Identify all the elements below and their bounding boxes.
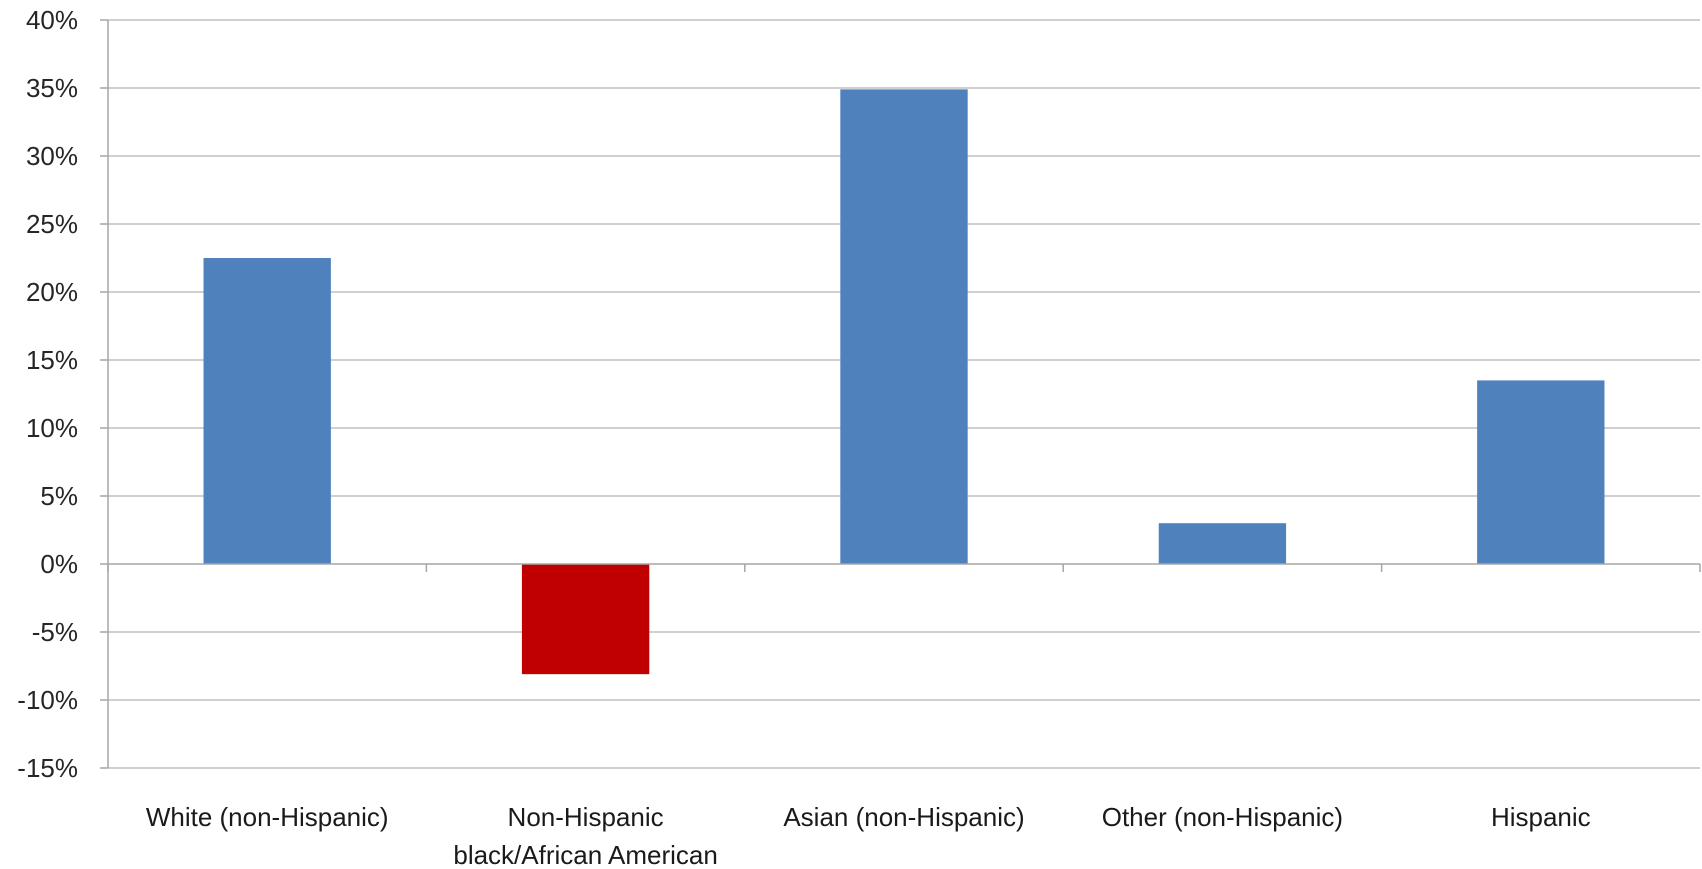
y-axis-tick-labels: -15% -10% -5% 0% 5% 10% 15% 20% 25% 30% 35% 40% (17, 5, 78, 783)
bar (521, 564, 650, 675)
x-category-label: Hispanic (1491, 802, 1591, 832)
bar (203, 258, 331, 564)
y-tick-label: 15% (26, 345, 78, 375)
x-axis-category-labels: White (non-Hispanic) Non-Hispanic black/Af… (146, 802, 1591, 869)
bar (1477, 380, 1605, 564)
y-tick-label: 40% (26, 5, 78, 35)
y-tick-label: 0% (40, 549, 78, 579)
y-tick-label: 20% (26, 277, 78, 307)
y-tick-label: 35% (26, 73, 78, 103)
y-tick-label: -10% (17, 685, 78, 715)
y-tick-label: 5% (40, 481, 78, 511)
y-tick-label: 30% (26, 141, 78, 171)
y-tick-label: 25% (26, 209, 78, 239)
x-category-label: White (non-Hispanic) (146, 802, 389, 832)
x-category-label: Non-Hispanic black/African American (453, 802, 717, 869)
x-category-label: Other (non-Hispanic) (1102, 802, 1343, 832)
bar (1158, 523, 1287, 564)
y-tick-label: 10% (26, 413, 78, 443)
x-category-label: Asian (non-Hispanic) (783, 802, 1024, 832)
y-tick-label: -15% (17, 753, 78, 783)
bars (203, 89, 1605, 675)
y-tick-label: -5% (32, 617, 78, 647)
axes (100, 19, 1701, 769)
bar (840, 89, 968, 565)
